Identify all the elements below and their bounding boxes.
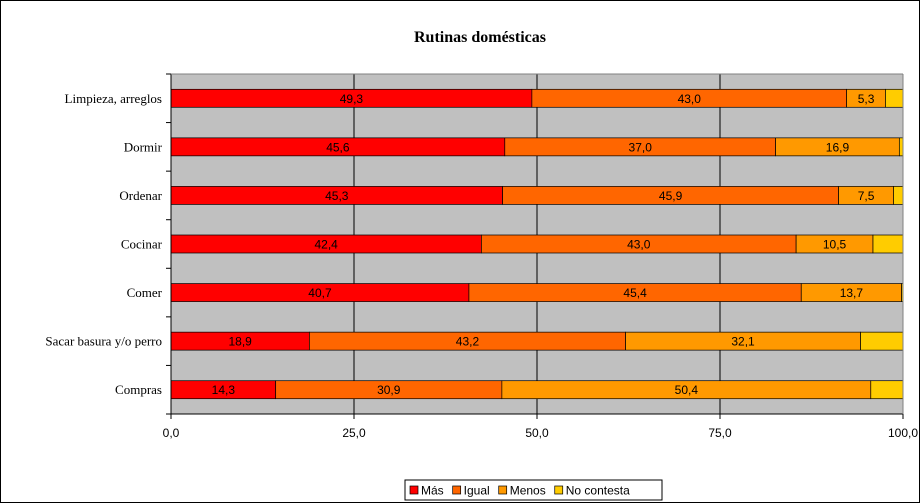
data-label-1-5: 40,7 [308, 286, 332, 300]
data-label-3-1: 5,3 [858, 92, 875, 106]
data-label-3-5: 13,7 [840, 286, 864, 300]
category-label-5: Comer [127, 285, 163, 300]
data-label-2-6: 43,2 [456, 335, 480, 349]
bar-4-1 [885, 88, 904, 108]
data-label-2-4: 43,0 [627, 238, 651, 252]
legend-swatch-2 [452, 485, 462, 495]
data-label-2-1: 43,0 [678, 92, 702, 106]
category-label-4: Cocinar [121, 237, 163, 252]
data-label-3-4: 10,5 [823, 238, 847, 252]
legend-box [404, 479, 663, 501]
legend-label-3: Menos [510, 484, 546, 498]
data-label-1-2: 45,6 [326, 140, 350, 154]
axes: Limpieza, arreglos Dormir Ordenar Cocinar Co… [45, 73, 918, 440]
x-tick-label-3: 75,0 [708, 426, 732, 440]
data-label-2-7: 30,9 [377, 383, 401, 397]
data-label-3-7: 50,4 [675, 383, 699, 397]
category-label-3: Ordenar [119, 188, 162, 203]
data-label-2-3: 45,9 [659, 189, 683, 203]
legend-label-2: Igual [464, 484, 490, 498]
legend-swatch-3 [498, 485, 508, 495]
category-label-7: Compras [115, 382, 162, 397]
data-label-1-7: 14,3 [212, 383, 236, 397]
data-label-2-5: 45,4 [623, 286, 647, 300]
data-label-1-6: 18,9 [228, 335, 252, 349]
data-label-3-6: 32,1 [731, 335, 755, 349]
bar-4-7 [870, 380, 904, 400]
x-tick-label-2: 50,0 [525, 426, 549, 440]
data-label-1-3: 45,3 [325, 189, 349, 203]
x-tick-label-0: 0,0 [163, 426, 180, 440]
x-tick-label-4: 100,0 [888, 426, 918, 440]
legend-label-1: Más [421, 484, 444, 498]
bar-4-3 [893, 186, 904, 205]
x-tick-label-1: 25,0 [342, 426, 366, 440]
data-label-2-2: 37,0 [629, 140, 653, 154]
data-label-1-1: 49,3 [340, 92, 364, 106]
legend-swatch-1 [409, 485, 419, 495]
data-label-3-2: 16,9 [826, 140, 850, 154]
data-label-1-4: 42,4 [315, 238, 339, 252]
bar-4-4 [872, 234, 904, 254]
legend-label-4: No contesta [566, 484, 630, 498]
legend-swatch-4 [554, 485, 564, 495]
legend: Más Igual Menos No contesta [404, 479, 663, 501]
category-label-6: Sacar basura y/o perro [45, 334, 162, 349]
bar-4-2 [898, 137, 904, 157]
data-label-3-3: 7,5 [858, 189, 875, 203]
bars: 49,3 43,0 5,3 45,6 37,0 16,9 45,3 45,9 7,5 42,4 43… [170, 88, 904, 400]
bar-4-6 [860, 331, 904, 351]
category-label-2: Dormir [124, 139, 163, 154]
category-label-1: Limpieza, arreglos [65, 91, 162, 106]
chart-title: Rutinas domésticas [414, 29, 546, 46]
